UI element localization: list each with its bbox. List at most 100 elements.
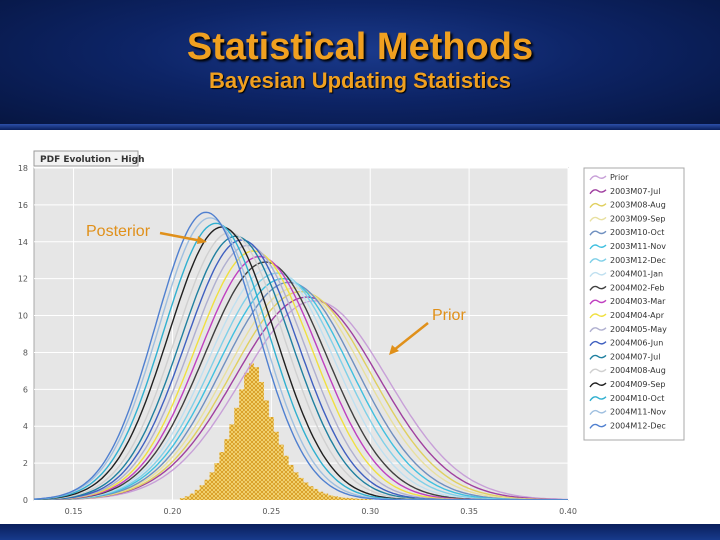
legend-swatch <box>589 423 607 429</box>
posterior-annotation: Posterior <box>86 223 151 240</box>
y-tick-label: 16 <box>18 201 28 210</box>
histogram-bar <box>273 431 279 500</box>
histogram-bar <box>352 498 358 500</box>
pdf-curve <box>34 300 568 500</box>
histogram-bar <box>234 407 240 500</box>
panel-title: PDF Evolution - High <box>40 155 144 165</box>
histogram-bar <box>179 498 185 500</box>
legend-entry: 2003M08-Aug <box>610 201 666 210</box>
legend-entry: 2004M06-Jun <box>610 339 663 348</box>
x-tick-label: 0.20 <box>164 507 182 516</box>
pdf-evolution-chart: PDF Evolution - High 0 2 4 6 8 10 12 14 16 18 0.15… <box>18 150 685 516</box>
legend-swatch <box>589 285 607 291</box>
legend-entry: 2003M07-Jul <box>610 187 660 196</box>
pdf-curve <box>34 278 568 500</box>
histogram-bar <box>263 400 269 500</box>
y-tick-label: 8 <box>23 348 28 357</box>
slide-header <box>0 0 720 128</box>
histogram-bar <box>199 485 205 500</box>
pdf-curve <box>34 231 568 500</box>
histogram-bar <box>338 497 344 500</box>
histogram-bar <box>258 381 264 500</box>
histogram-bar <box>318 491 324 500</box>
slide-footer <box>0 524 720 540</box>
histogram-bar <box>268 417 274 500</box>
legend-swatch <box>589 409 607 416</box>
histogram-bar <box>184 496 190 500</box>
legend-swatch <box>589 368 607 374</box>
legend-entry: 2004M02-Feb <box>610 283 665 292</box>
histogram-bar <box>357 498 363 500</box>
y-tick-label: 6 <box>23 385 28 394</box>
legend-swatch <box>589 354 607 360</box>
legend-entry: 2004M09-Sep <box>610 380 665 389</box>
legend-swatch <box>589 299 607 305</box>
histogram-bar <box>367 499 373 500</box>
legend-swatch <box>589 189 607 195</box>
posterior-arrowhead <box>197 236 207 244</box>
x-tick-label: 0.30 <box>361 507 379 516</box>
legend-swatch <box>589 202 607 209</box>
legend-entry: 2004M12-Dec <box>610 421 666 430</box>
legend-swatch <box>589 216 607 222</box>
pdf-curve <box>34 239 568 500</box>
histogram-bar <box>343 497 348 500</box>
legend-entry: 2004M08-Aug <box>610 366 666 375</box>
histogram-bar <box>283 455 289 500</box>
histogram-bar <box>239 389 245 500</box>
prior-annotation: Prior <box>432 307 466 324</box>
y-tick-label: 12 <box>18 275 28 284</box>
slide-subtitle: Bayesian Updating Statistics <box>209 68 511 93</box>
legend-swatch <box>589 396 607 402</box>
histogram-bar <box>244 372 250 500</box>
legend-swatch <box>589 258 607 264</box>
legend-entry: 2003M11-Nov <box>610 242 666 251</box>
histogram-bar <box>298 477 304 500</box>
pdf-curve <box>34 235 568 500</box>
legend-swatch <box>589 175 607 181</box>
histogram-bar <box>209 472 215 500</box>
prior-arrowhead <box>389 345 399 355</box>
prior-arrow <box>393 322 429 351</box>
x-tick-label: 0.15 <box>65 507 83 516</box>
pdf-curve <box>34 217 568 500</box>
y-tick-label: 0 <box>23 496 28 505</box>
histogram-bar <box>323 493 329 500</box>
histogram-bar <box>214 463 220 500</box>
legend-swatch <box>589 271 607 278</box>
legend-entry: 2003M09-Sep <box>610 214 665 223</box>
legend-entry: 2004M10-Oct <box>610 394 664 403</box>
pdf-curve <box>34 211 568 500</box>
y-tick-label: 14 <box>18 238 28 247</box>
histogram-bar <box>278 444 284 500</box>
histogram-bar <box>362 499 368 500</box>
histogram-bar <box>333 496 339 500</box>
histogram-bar <box>293 472 299 500</box>
legend: Prior 2003M07-Jul 2003M08-Aug 2003M09-Sep 20… <box>589 173 667 430</box>
histogram-bar <box>328 495 334 500</box>
pdf-curve <box>34 226 568 500</box>
legend-entry: 2004M01-Jan <box>610 270 663 279</box>
histogram-bar <box>194 489 200 500</box>
histogram-bar <box>288 464 294 500</box>
histogram-bar <box>219 452 225 500</box>
slide-title: Statistical Methods <box>186 26 534 68</box>
posterior-arrow <box>159 231 203 243</box>
legend-entry: 2003M10-Oct <box>610 228 664 237</box>
legend-entry: 2004M04-Apr <box>610 311 665 320</box>
histogram <box>179 363 373 500</box>
legend-entry: 2003M12-Dec <box>610 256 666 265</box>
legend-swatch <box>589 230 607 236</box>
histogram-bar <box>229 424 235 500</box>
histogram-bar <box>313 488 319 500</box>
axis-ticks: 0 2 4 6 8 10 12 14 16 18 0.15 0.20 0.25 0.30 0.35 0.40 <box>18 164 577 516</box>
legend-swatch <box>589 244 607 250</box>
histogram-bar <box>347 498 353 500</box>
histogram-bar <box>254 367 259 500</box>
legend-swatch <box>589 313 607 319</box>
legend-entry: 2004M11-Nov <box>610 408 666 417</box>
y-tick-label: 10 <box>18 312 28 321</box>
legend-swatch <box>589 327 607 333</box>
histogram-bar <box>189 493 195 500</box>
histogram-bar <box>249 363 255 500</box>
